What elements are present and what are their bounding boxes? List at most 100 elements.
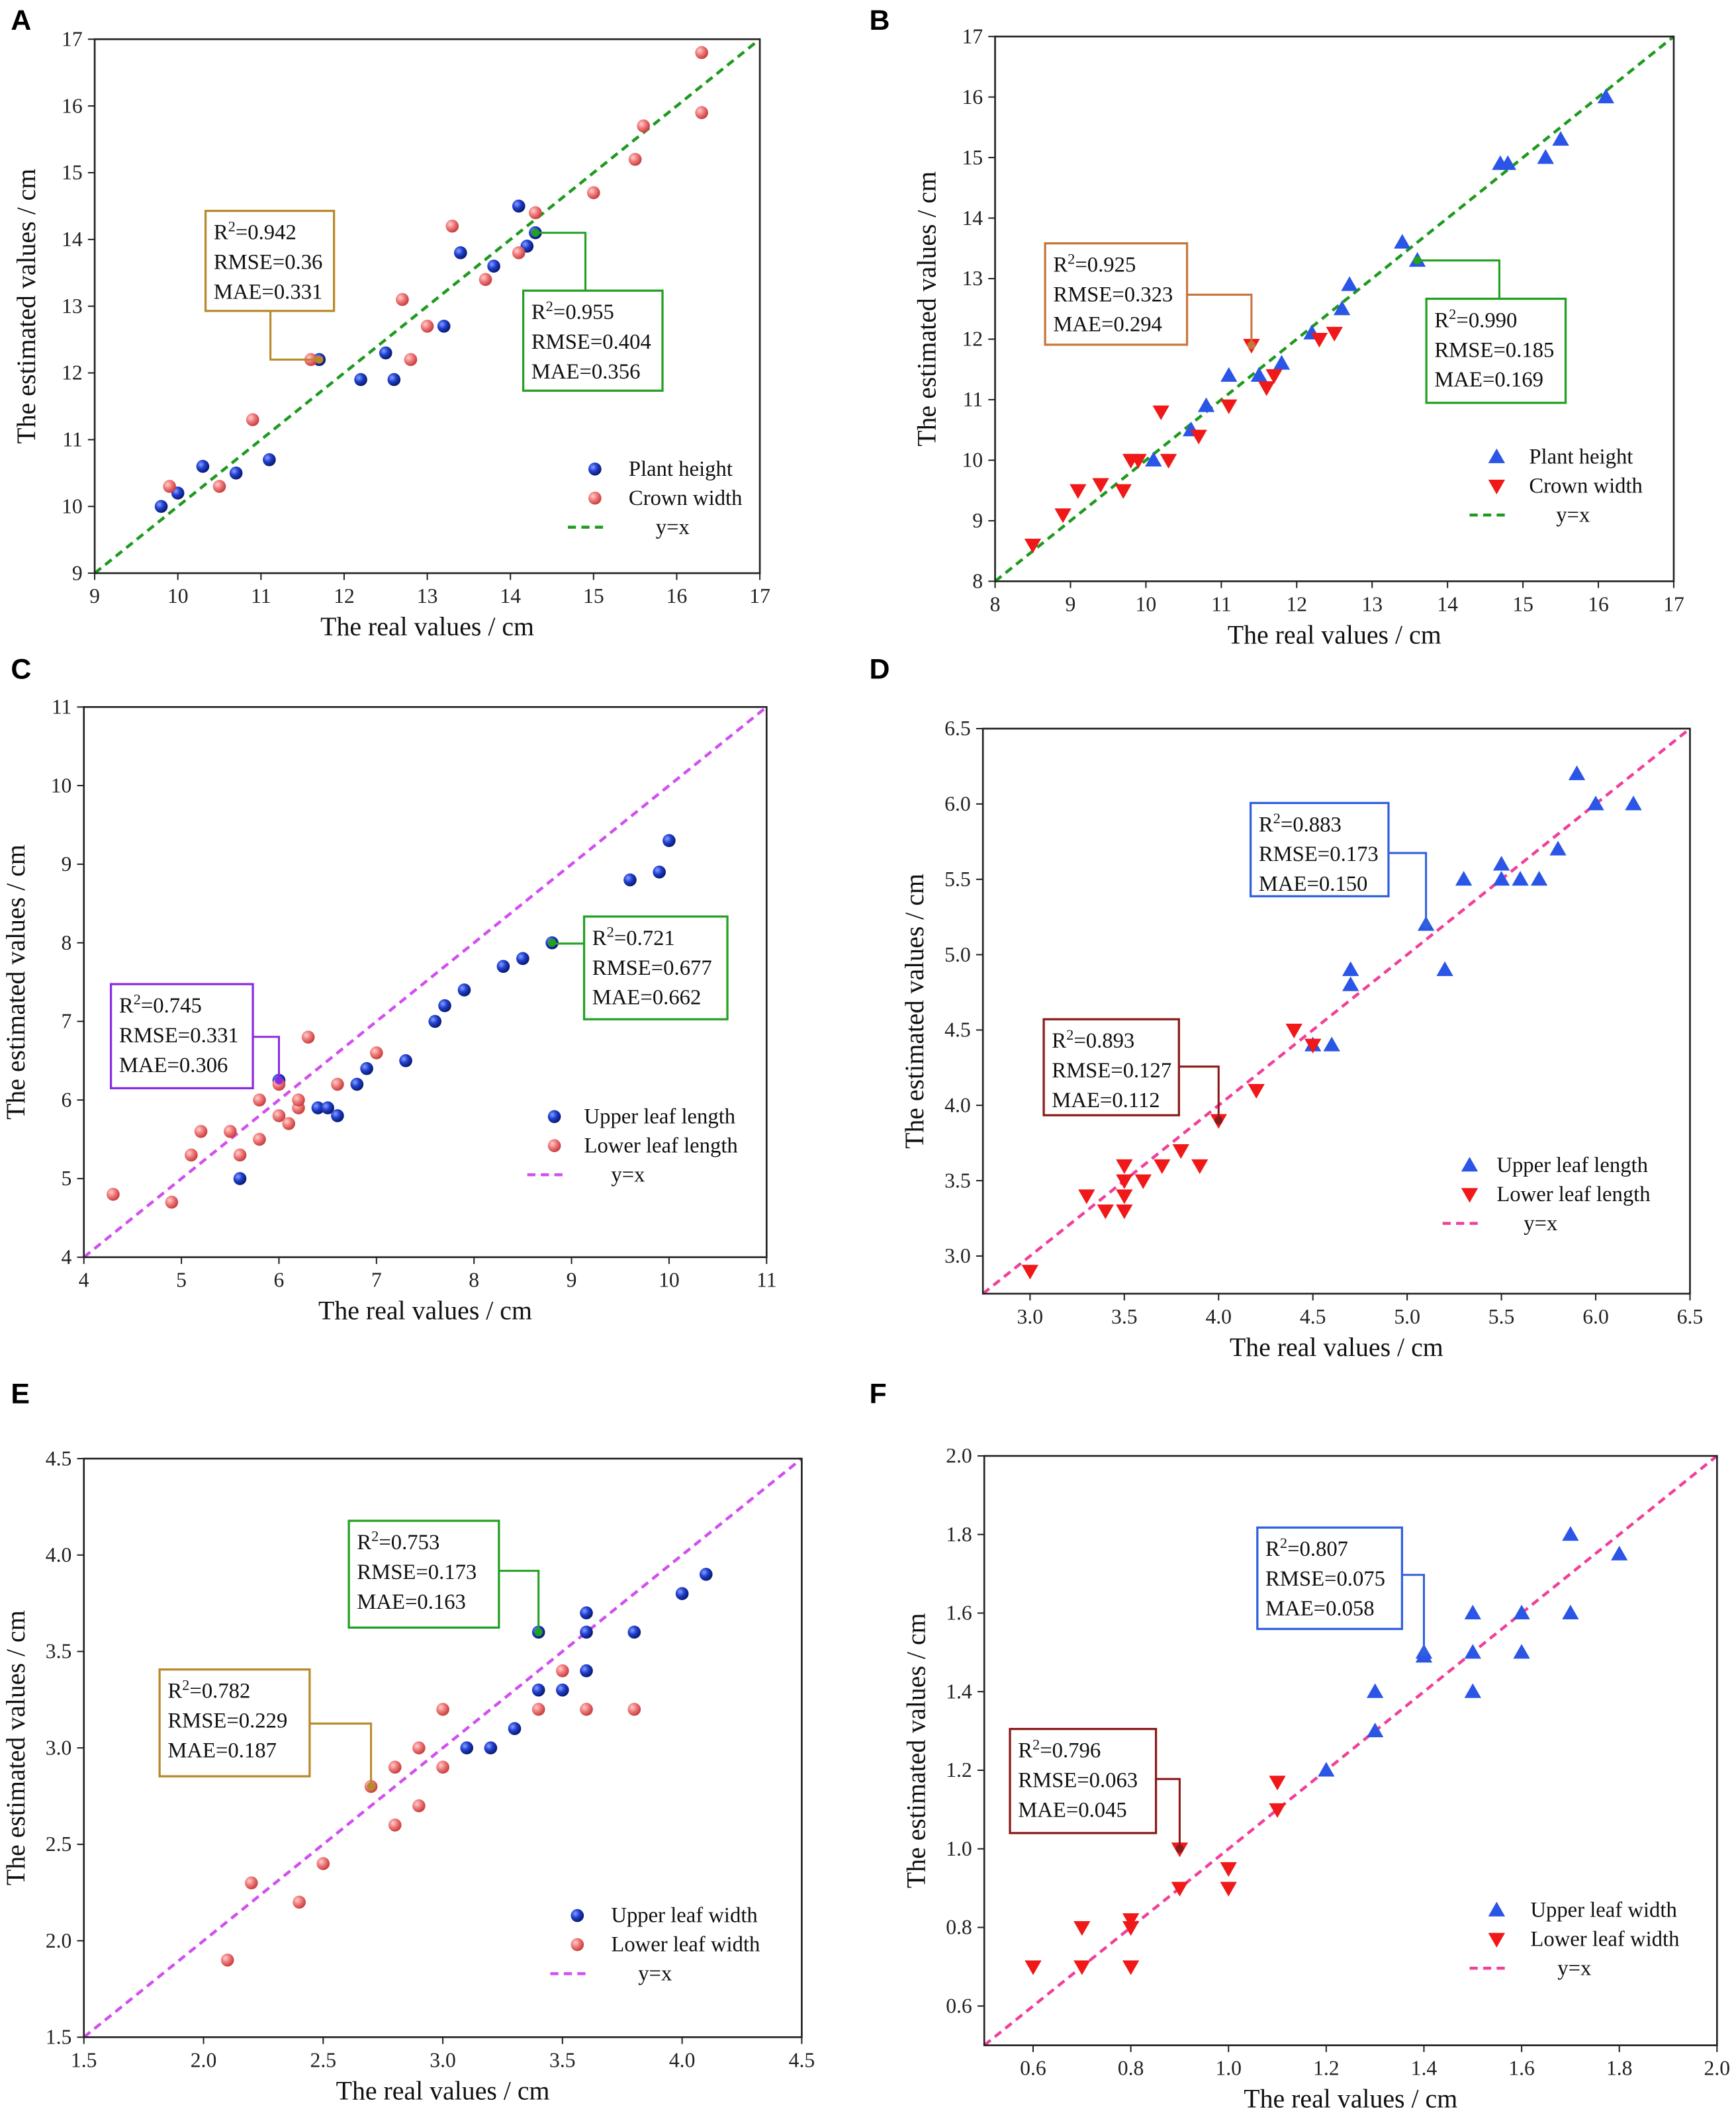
- metrics-annotation: R2=0.883 RMSE=0.173 MAE=0.150: [1249, 801, 1430, 929]
- legend-label: y=x: [638, 1962, 672, 1986]
- annotation-target-point: [1175, 1844, 1184, 1853]
- x-tick-label: 4: [79, 1269, 89, 1292]
- metrics-annotation: R2=0.753 RMSE=0.173 MAE=0.163: [347, 1519, 543, 1637]
- superscript-2: 2: [546, 298, 553, 314]
- y-tick-label: 10: [62, 494, 83, 518]
- data-point-upper-leaf-length: [1530, 871, 1548, 886]
- annotation-box: [158, 1668, 311, 1778]
- data-point-plant-height: [387, 373, 401, 386]
- annotation-target-point: [534, 1628, 543, 1637]
- legend-marker: [1488, 1901, 1506, 1917]
- x-axis-label: The real values / cm: [1244, 2085, 1457, 2114]
- data-point-upper-leaf-width: [675, 1587, 689, 1600]
- annotation-target-point: [315, 355, 324, 364]
- x-tick-label: 1.4: [1411, 2057, 1438, 2080]
- data-point-crown-width: [445, 219, 459, 233]
- metrics-annotation: R2=0.796 RMSE=0.063 MAE=0.045: [1009, 1727, 1184, 1853]
- y-tick-label: 6.0: [944, 792, 971, 815]
- mae-text: MAE=0.163: [357, 1590, 466, 1614]
- r-squared-text: R2=0.893: [1052, 1026, 1134, 1053]
- legend: Upper leaf length Lower leaf length y=x: [1442, 1153, 1651, 1236]
- data-point-plant-height: [1145, 451, 1162, 467]
- y-tick-label: 2.5: [46, 1832, 72, 1856]
- data-point-upper-leaf-width: [556, 1683, 569, 1697]
- y-tick-label: 13: [962, 267, 983, 290]
- y-axis-label: The estimated values / cm: [900, 874, 929, 1149]
- y-axis-label: The estimated values / cm: [1, 844, 30, 1120]
- annotation-target-point: [547, 938, 557, 947]
- data-point-lower-leaf-length: [253, 1093, 266, 1106]
- r-squared-value: =0.796: [1040, 1739, 1101, 1763]
- data-point-crown-width: [1310, 332, 1328, 348]
- x-tick-label: 4.0: [669, 2048, 696, 2071]
- y-tick-label: 3.0: [46, 1736, 72, 1759]
- r-squared-text: R2=0.721: [592, 924, 675, 950]
- data-point-crown-width: [396, 293, 409, 306]
- data-point-plant-height: [154, 500, 168, 514]
- legend-label: y=x: [611, 1163, 645, 1187]
- data-point-crown-width: [628, 152, 642, 166]
- data-point-lower-leaf-width: [1220, 1862, 1237, 1877]
- data-point-lower-leaf-length: [1172, 1144, 1189, 1159]
- legend-marker: [588, 491, 602, 505]
- data-point-crown-width: [1092, 478, 1109, 493]
- y-tick-label: 8: [62, 931, 72, 954]
- superscript-2: 2: [1032, 1736, 1040, 1752]
- data-point-crown-width: [1160, 453, 1177, 469]
- data-point-upper-leaf-width: [1464, 1683, 1481, 1698]
- legend-label: Plant height: [629, 457, 733, 481]
- annotation-target-point: [275, 1076, 283, 1085]
- data-point-lower-leaf-width: [293, 1895, 306, 1909]
- plot-frame: [982, 727, 1691, 1295]
- r-squared-value: =0.955: [553, 300, 614, 324]
- reference-line-y-equals-x: [83, 705, 768, 1259]
- data-point-lower-leaf-length: [1191, 1159, 1209, 1174]
- data-point-lower-leaf-length: [233, 1148, 247, 1162]
- y-tick-label: 15: [962, 146, 983, 169]
- y-tick-label: 14: [962, 206, 983, 230]
- rmse-text: RMSE=0.063: [1018, 1768, 1138, 1792]
- data-point-upper-leaf-length: [1342, 976, 1359, 991]
- data-point-lower-leaf-width: [1025, 1960, 1042, 1975]
- data-point-lower-leaf-length: [1304, 1038, 1322, 1054]
- r-squared-symbol: R: [1434, 308, 1449, 332]
- reference-line-y-equals-x: [994, 35, 1675, 583]
- y-tick-label: 1.0: [946, 1837, 972, 1860]
- r-squared-text: R2=0.955: [531, 298, 614, 324]
- r-squared-text: R2=0.807: [1265, 1535, 1348, 1561]
- plot-frame: [83, 706, 768, 1259]
- superscript-2: 2: [1273, 810, 1281, 827]
- x-tick-label: 16: [666, 584, 688, 608]
- annotation-leader-line: [309, 1722, 373, 1787]
- legend-marker: [571, 1938, 584, 1952]
- r-squared-symbol: R: [1053, 253, 1068, 277]
- data-point-upper-leaf-width: [1562, 1604, 1579, 1619]
- mae-text: MAE=0.169: [1434, 368, 1543, 392]
- metrics-annotation: R2=0.955 RMSE=0.404 MAE=0.356: [522, 228, 664, 392]
- rmse-text: RMSE=0.075: [1265, 1567, 1385, 1591]
- data-point-lower-leaf-length: [1154, 1159, 1171, 1174]
- rmse-text: RMSE=0.677: [592, 956, 712, 980]
- mae-text: MAE=0.045: [1018, 1798, 1127, 1822]
- data-point-lower-leaf-width: [1269, 1776, 1286, 1791]
- data-point-lower-leaf-length: [253, 1132, 266, 1146]
- legend-label: Upper leaf length: [584, 1105, 736, 1128]
- data-point-upper-leaf-length: [233, 1172, 247, 1185]
- mae-text: MAE=0.187: [167, 1739, 277, 1763]
- annotation-leader-line: [535, 232, 587, 291]
- data-point-plant-height: [1197, 397, 1215, 412]
- x-tick-label: 1.0: [1215, 2057, 1242, 2080]
- data-point-upper-leaf-width: [580, 1625, 593, 1639]
- x-axis-label: The real values / cm: [318, 1296, 532, 1326]
- data-point-crown-width: [587, 186, 600, 200]
- data-point-lower-leaf-width: [1122, 1913, 1140, 1928]
- r-squared-value: =0.990: [1456, 308, 1517, 332]
- data-point-plant-height: [1333, 300, 1351, 316]
- legend-label: Lower leaf width: [1530, 1927, 1679, 1951]
- x-tick-label: 8: [990, 592, 1001, 615]
- r-squared-value: =0.893: [1074, 1029, 1134, 1053]
- panel-letter: E: [11, 1378, 30, 1410]
- x-tick-label: 9: [89, 584, 100, 608]
- y-tick-label: 4.0: [46, 1543, 72, 1566]
- r-squared-value: =0.782: [189, 1680, 250, 1703]
